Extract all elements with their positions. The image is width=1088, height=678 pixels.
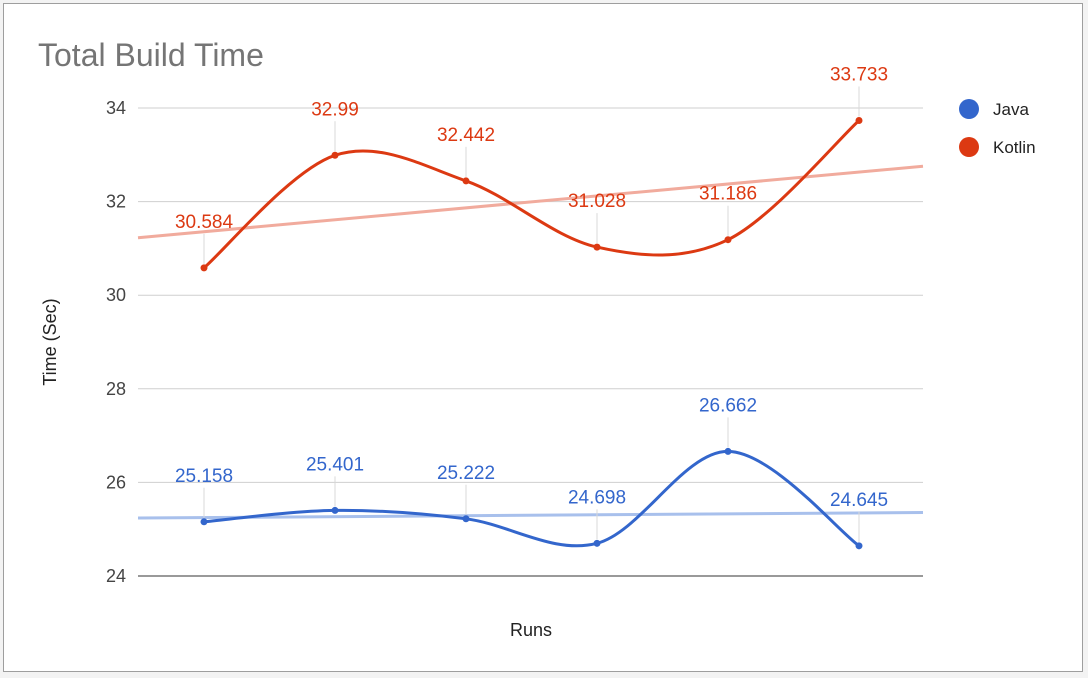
y-tick-label: 28: [106, 379, 126, 399]
java-data-point: [462, 515, 470, 523]
chart-card: [3, 3, 1083, 672]
java-trendline: [137, 510, 924, 520]
y-tick-label: 30: [106, 285, 126, 305]
kotlin-data-label: 33.733: [830, 64, 888, 85]
y-tick-label: 32: [106, 192, 126, 212]
trendlines: [137, 164, 924, 520]
java-legend-label: Java: [993, 100, 1029, 119]
kotlin-data-label: 31.186: [699, 184, 757, 205]
kotlin-data-point: [855, 116, 863, 124]
kotlin-legend-label: Kotlin: [993, 138, 1036, 157]
kotlin-trendline: [137, 164, 924, 240]
java-data-point: [593, 539, 601, 547]
java-data-label: 25.158: [175, 466, 233, 487]
kotlin-data-label: 30.584: [175, 212, 234, 233]
kotlin-data-point: [462, 177, 470, 185]
java-data-label: 26.662: [699, 395, 757, 416]
kotlin-data-point: [200, 264, 208, 272]
legend: Java Kotlin: [959, 99, 1036, 157]
java-series-line: [203, 449, 860, 548]
y-tick-label: 26: [106, 472, 126, 492]
x-axis-label: Runs: [510, 620, 552, 640]
y-axis-label: Time (Sec): [40, 298, 60, 385]
kotlin-data-label: 32.442: [437, 125, 495, 146]
kotlin-data-label: 31.028: [568, 191, 626, 212]
kotlin-data-label: 32.99: [311, 99, 359, 120]
java-data-label: 24.698: [568, 487, 626, 508]
java-data-point: [724, 447, 732, 455]
y-tick-labels: 24 26 28 30 32 34: [106, 98, 126, 586]
kotlin-series-line: [203, 119, 861, 270]
series-lines: [203, 119, 861, 548]
java-data-point: [200, 518, 208, 526]
y-tick-label: 24: [106, 566, 126, 586]
java-legend-marker: [959, 99, 979, 119]
kotlin-data-point: [593, 243, 601, 251]
java-data-label: 25.401: [306, 454, 364, 475]
label-leaders: [203, 86, 860, 542]
kotlin-legend-marker: [959, 137, 979, 157]
java-data-point: [331, 506, 339, 514]
kotlin-data-point: [331, 151, 339, 159]
data-points: [200, 116, 863, 550]
java-data-label: 25.222: [437, 463, 495, 484]
y-tick-label: 34: [106, 98, 126, 118]
chart-title: Total Build Time: [38, 37, 264, 73]
kotlin-data-point: [724, 236, 732, 244]
data-labels: 25.158 25.401 25.222 24.698 26.662 24.645 30.5…: [175, 64, 888, 510]
java-data-label: 24.645: [830, 490, 888, 511]
java-data-point: [855, 542, 863, 550]
